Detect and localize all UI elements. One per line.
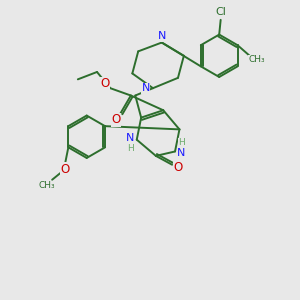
Text: N: N [177,148,186,158]
Text: CH₃: CH₃ [39,181,56,190]
Text: Cl: Cl [216,8,227,17]
Text: H: H [178,138,185,147]
Text: O: O [173,161,183,174]
Text: O: O [60,163,69,176]
Text: O: O [112,113,121,126]
Text: N: N [158,31,166,41]
Text: O: O [100,77,110,90]
Text: N: N [126,133,134,143]
Text: CH₃: CH₃ [248,56,265,64]
Text: H: H [127,144,134,153]
Text: N: N [141,83,150,93]
